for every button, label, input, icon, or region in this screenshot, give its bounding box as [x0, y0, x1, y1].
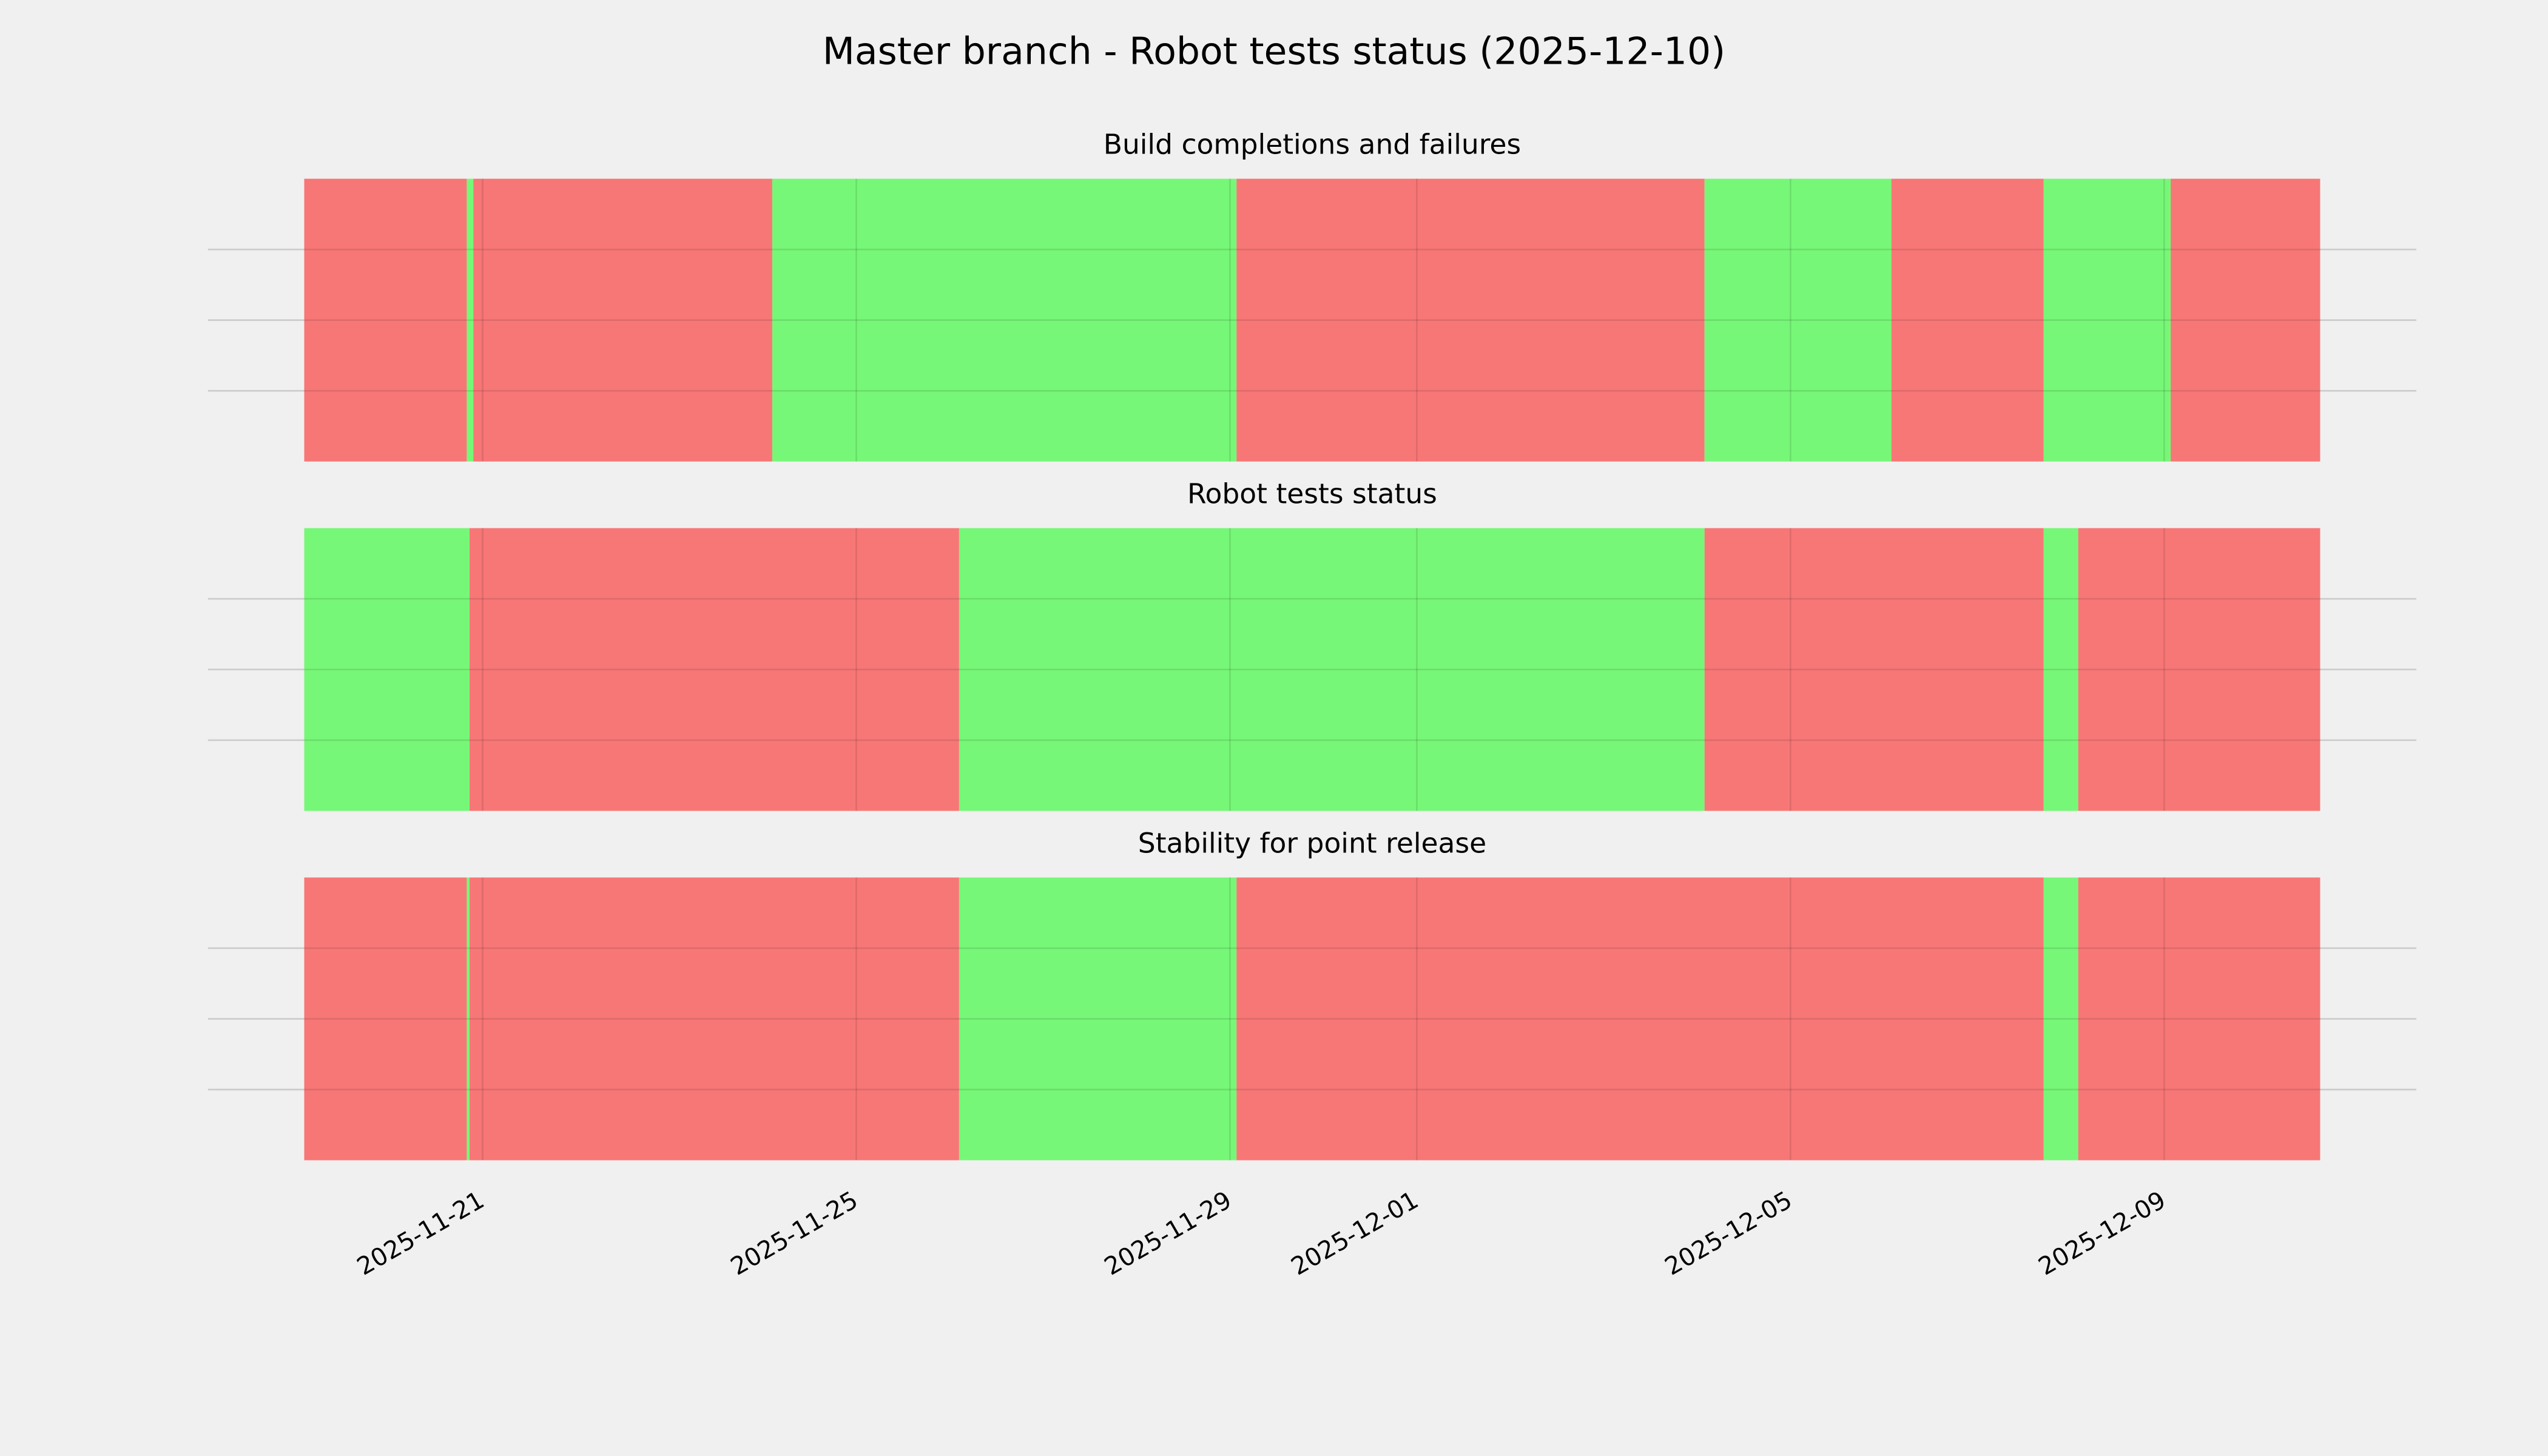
status-span — [470, 877, 959, 1161]
panel-title: Robot tests status — [1187, 477, 1437, 510]
status-span — [2043, 877, 2078, 1161]
status-span — [2043, 178, 2171, 462]
status-span — [1704, 528, 2044, 811]
status-span — [959, 877, 1237, 1161]
status-span — [467, 178, 474, 462]
status-span — [772, 178, 1237, 462]
status-span — [1891, 178, 2044, 462]
panel-title: Stability for point release — [1138, 827, 1486, 859]
status-span — [1236, 178, 1705, 462]
status-span — [2078, 877, 2320, 1161]
status-span — [473, 178, 772, 462]
status-span — [2171, 178, 2320, 462]
chart-title: Master branch - Robot tests status (2025… — [823, 29, 1725, 73]
status-span — [467, 877, 470, 1161]
status-span — [2078, 528, 2320, 811]
panel-title: Build completions and failures — [1104, 129, 1521, 161]
status-span — [470, 528, 959, 811]
status-span — [304, 178, 467, 462]
status-span — [1236, 877, 2044, 1161]
status-span — [1704, 178, 1892, 462]
status-span — [304, 877, 467, 1161]
status-span — [2043, 528, 2078, 811]
status-span — [304, 528, 470, 811]
status-span — [959, 528, 1705, 811]
